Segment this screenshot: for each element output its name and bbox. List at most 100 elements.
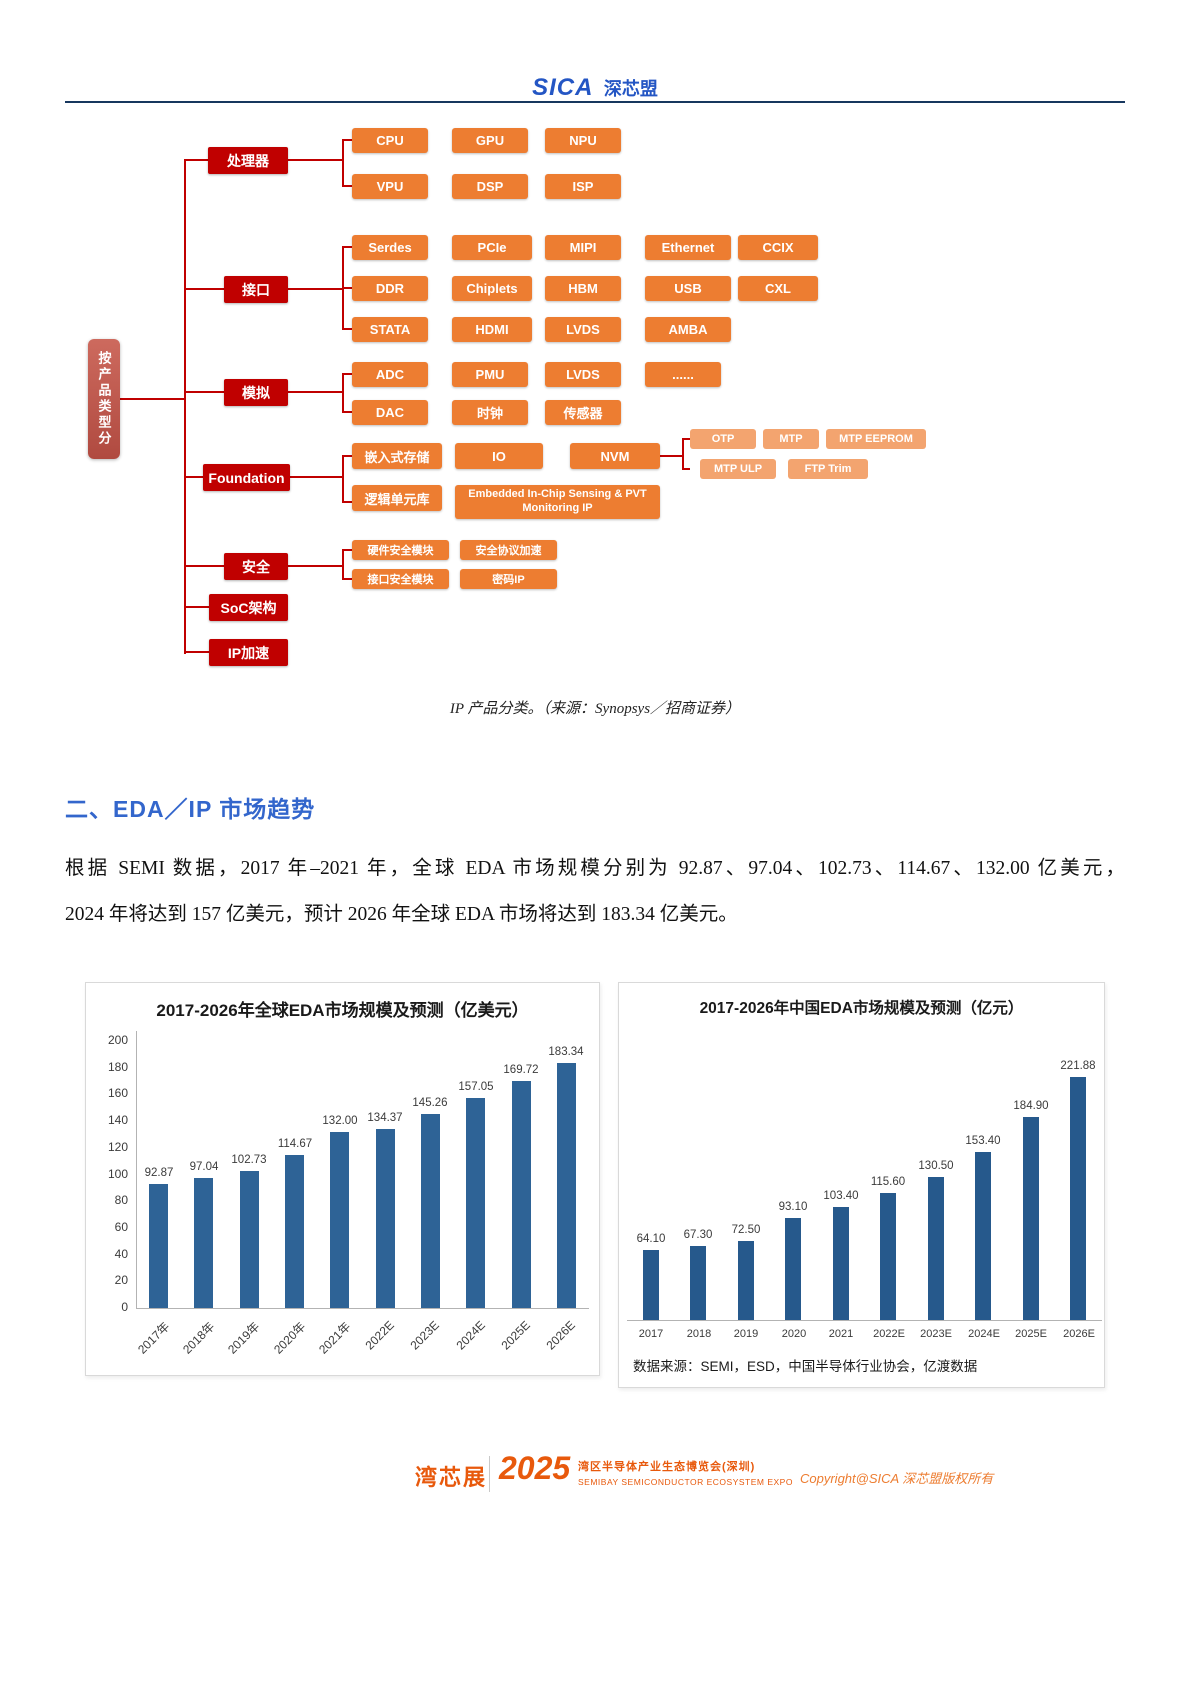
node-CXL: CXL — [738, 276, 818, 301]
node-AMBA: AMBA — [645, 317, 731, 342]
x-axis-label: 2024E — [968, 1328, 1000, 1340]
node-安全协议加速: 安全协议加速 — [460, 540, 557, 560]
bar — [376, 1129, 395, 1308]
node-OTP: OTP — [690, 429, 756, 449]
x-axis-label: 2023E — [920, 1328, 952, 1340]
bar-value-label: 157.05 — [458, 1081, 494, 1093]
connector-line — [342, 455, 344, 503]
connector-line — [660, 455, 682, 457]
footer-expo-en: SEMIBAY SEMICONDUCTOR ECOSYSTEM EXPO — [578, 1477, 793, 1487]
x-axis-label: 2024E — [453, 1318, 488, 1353]
footer-copyright: Copyright@SICA 深芯盟版权所有 — [800, 1471, 994, 1486]
node-USB: USB — [645, 276, 731, 301]
bar-value-label: 134.37 — [367, 1112, 403, 1124]
bar-value-label: 145.26 — [412, 1097, 448, 1109]
node-Serdes: Serdes — [352, 235, 428, 260]
x-axis-label: 2022E — [873, 1328, 905, 1340]
bar — [690, 1246, 706, 1320]
connector-line — [288, 159, 342, 161]
node-GPU: GPU — [452, 128, 528, 153]
node-硬件安全模块: 硬件安全模块 — [352, 540, 449, 560]
bar-chart-global: 0 20 40 60 80 100 120 140 160 180 200 92.87 2017年 97.… — [86, 983, 599, 1375]
bar — [512, 1081, 531, 1308]
header-divider — [65, 101, 1125, 103]
category-security: 安全 — [224, 553, 288, 580]
bar-value-label: 64.10 — [636, 1233, 666, 1245]
connector-line — [342, 139, 344, 187]
footer-expo-cn: 湾区半导体产业生态博览会(深圳) — [578, 1461, 756, 1473]
global-eda-chart-panel: 2017-2026年全球EDA市场规模及预测（亿美元） 0 20 40 60 80 100… — [85, 982, 600, 1376]
node-IO: IO — [455, 443, 543, 469]
x-axis-line — [136, 1308, 589, 1309]
node-MTP EEPROM: MTP EEPROM — [826, 429, 926, 449]
chart-title-china: 2017-2026年中国EDA市场规模及预测（亿元） — [699, 1000, 1024, 1017]
bar — [785, 1218, 801, 1320]
connector-line — [682, 438, 690, 440]
bar — [240, 1171, 259, 1308]
y-axis-line — [136, 1031, 137, 1308]
chart-title-global: 2017-2026年全球EDA市场规模及预测（亿美元） — [156, 1001, 529, 1020]
y-axis-label: 120 — [107, 1140, 128, 1154]
x-axis-label: 2019年 — [225, 1319, 263, 1357]
node-逻辑单元库: 逻辑单元库 — [352, 485, 442, 511]
connector-line — [186, 606, 209, 608]
ip-classification-diagram: 按产品类型分 处理器 接口 模拟 Foundation 安全 SoC架构 IP加速 CPU GPU… — [0, 112, 1190, 692]
bar-value-label: 103.40 — [823, 1190, 859, 1202]
paragraph-line-2: 2024 年将达到 157 亿美元，预计 2026 年全球 EDA 市场将达到 … — [65, 904, 738, 925]
node-PMU: PMU — [452, 362, 528, 387]
connector-line — [342, 328, 352, 330]
bar — [421, 1114, 440, 1308]
footer-expo-block: 湾区半导体产业生态博览会(深圳) SEMIBAY SEMICONDUCTOR E… — [578, 1458, 793, 1487]
x-axis-label: 2025E — [498, 1318, 533, 1353]
node-DDR: DDR — [352, 276, 428, 301]
bar-value-label: 102.73 — [231, 1154, 267, 1166]
node-DAC: DAC — [352, 400, 428, 425]
connector-line — [682, 438, 684, 470]
connector-line — [186, 159, 208, 161]
x-axis-label: 2023E — [407, 1318, 442, 1353]
node-embedded-inchip-sensing: Embedded In-Chip Sensing & PVT Monitorin… — [455, 485, 660, 519]
bar — [285, 1155, 304, 1308]
header: SICA 深芯盟 — [0, 74, 1190, 102]
node-MTP: MTP — [763, 429, 819, 449]
connector-line — [342, 373, 344, 413]
y-axis-label: 60 — [114, 1220, 128, 1234]
root-node: 按产品类型分 — [88, 339, 120, 459]
y-axis-label: 200 — [107, 1033, 128, 1047]
bar-value-label: 72.50 — [731, 1224, 761, 1236]
connector-line — [184, 159, 186, 654]
node-LVDS: LVDS — [545, 362, 621, 387]
bar-chart-china: 64.10 2017 67.30 2018 72.50 2019 93.10 2020 103.… — [619, 983, 1104, 1387]
x-axis-label: 2021年 — [316, 1319, 354, 1357]
connector-line — [120, 398, 184, 400]
x-axis-label: 2017年 — [135, 1319, 173, 1357]
bar-value-label: 184.90 — [1013, 1100, 1049, 1112]
x-axis-label: 2026E — [543, 1318, 578, 1353]
node-NPU: NPU — [545, 128, 621, 153]
y-axis-label: 40 — [114, 1247, 128, 1261]
bar — [466, 1098, 485, 1308]
bar-value-label: 183.34 — [548, 1046, 584, 1058]
connector-line — [342, 455, 352, 457]
connector-line — [682, 468, 690, 470]
bar — [1023, 1117, 1039, 1320]
paragraph-line-1: 根据 SEMI 数据，2017 年–2021 年，全球 EDA 市场规模分别为 … — [65, 858, 1125, 879]
bar-value-label: 115.60 — [870, 1176, 906, 1188]
connector-line — [342, 246, 352, 248]
bar-value-label: 221.88 — [1060, 1060, 1096, 1072]
connector-line — [342, 549, 344, 580]
connector-line — [186, 651, 209, 653]
bar — [330, 1132, 349, 1308]
bar-value-label: 130.50 — [918, 1160, 954, 1172]
node-HBM: HBM — [545, 276, 621, 301]
x-axis-label: 2019 — [733, 1328, 759, 1340]
category-interface: 接口 — [224, 276, 288, 303]
node-接口安全模块: 接口安全模块 — [352, 569, 449, 589]
footer-year: 2025 — [499, 1450, 571, 1486]
bar-value-label: 92.87 — [144, 1167, 174, 1179]
node-CPU: CPU — [352, 128, 428, 153]
connector-line — [342, 287, 352, 289]
node-密码IP: 密码IP — [460, 569, 557, 589]
x-axis-label: 2025E — [1015, 1328, 1047, 1340]
